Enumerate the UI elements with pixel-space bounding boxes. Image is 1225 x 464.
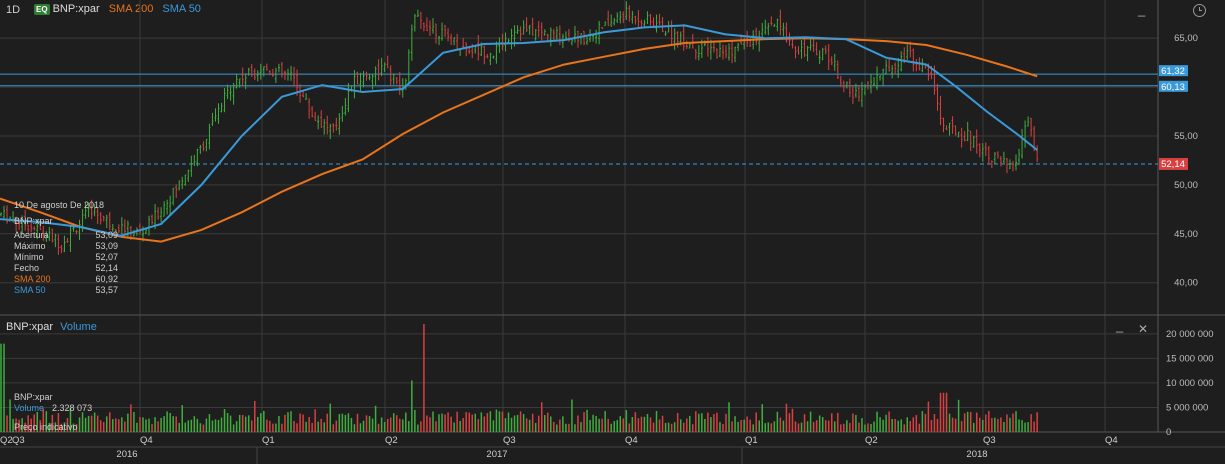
info-row-sma50: SMA 50 53,57: [14, 285, 118, 295]
volume-tick-label: 20 000 000: [1166, 329, 1214, 340]
quarter-label: Q3: [12, 435, 25, 446]
price-info-panel: 10 De agosto De 2018 BNP:xpar Abertura 53…: [14, 200, 118, 296]
sma50-label[interactable]: SMA 50: [162, 3, 201, 15]
hline-badge-upper: 61,32: [1161, 66, 1185, 77]
price-tick-label: 45,00: [1174, 229, 1198, 240]
sma-lines: [0, 24, 1038, 243]
quarter-label: Q2: [385, 435, 398, 446]
quarter-label: Q2: [0, 435, 13, 446]
hline-badge-upper-bg: [1159, 65, 1188, 77]
last-price-badge-bg: [1159, 157, 1188, 170]
info-row-sma200: SMA 200 60,92: [14, 274, 118, 284]
quarter-label: Q4: [625, 435, 638, 446]
minimize-price-button[interactable]: _: [1138, 2, 1146, 17]
volume-tick-label: 10 000 000: [1166, 378, 1214, 389]
price-tick-label: 55,00: [1174, 131, 1198, 142]
interval-label[interactable]: 1D: [6, 4, 21, 16]
price-tick-label: 40,00: [1174, 278, 1198, 289]
volume-info-symbol: BNP:xpar: [14, 392, 53, 402]
clock-icon[interactable]: [1193, 4, 1206, 17]
info-row-open: Abertura 53,09: [14, 230, 118, 240]
quarter-label: Q3: [503, 435, 516, 446]
symbol-header: EQ BNP:xpar SMA 200 SMA 50: [34, 3, 201, 15]
quarter-label: Q2: [865, 435, 878, 446]
last-price-badge: 52,14: [1161, 159, 1185, 170]
volume-symbol: BNP:xpar: [6, 321, 54, 333]
sma50-line: [0, 24, 1038, 237]
hline-badge-lower-bg: [1159, 80, 1188, 92]
info-row-close: Fecho 52,14: [14, 263, 118, 273]
volume-tick-label: 15 000 000: [1166, 353, 1214, 364]
quarter-label: Q1: [262, 435, 275, 446]
sma200-label[interactable]: SMA 200: [108, 3, 154, 15]
year-label: 2017: [486, 449, 507, 460]
volume-title[interactable]: Volume: [60, 321, 97, 333]
hline-badge-lower: 60,13: [1161, 82, 1185, 93]
year-label: 2018: [966, 449, 987, 460]
volume-tick-label: 5 000 000: [1166, 402, 1208, 413]
horizontal-lines: [0, 73, 1158, 165]
quarter-label: Q4: [140, 435, 153, 446]
info-row-low: Mínimo 52,07: [14, 252, 118, 262]
candles: [0, 1, 1039, 255]
sma200-line: [0, 37, 1038, 243]
year-label: 2016: [116, 449, 137, 460]
symbol-label: BNP:xpar: [52, 3, 100, 15]
close-volume-button[interactable]: ✕: [1138, 322, 1149, 336]
volume-bars: [0, 324, 1038, 432]
price-tick-label: 50,00: [1174, 180, 1198, 191]
axes: 40,00 45,00 50,00 55,00 65,00 0 5 000 000 10 00…: [0, 33, 1214, 464]
quarter-label: Q1: [745, 435, 758, 446]
volume-header: BNP:xpar Volume: [6, 321, 97, 333]
quarter-label: Q3: [983, 435, 996, 446]
info-row-high: Máximo 53,09: [14, 241, 118, 251]
minimize-volume-button[interactable]: _: [1116, 318, 1124, 333]
volume-info-row: Volume 2.328 073: [14, 403, 93, 413]
price-tick-label: 65,00: [1174, 33, 1198, 44]
info-date: 10 De agosto De 2018: [14, 200, 105, 210]
volume-tick-label: 0: [1166, 427, 1171, 438]
indicative-price-label: Preço indicativo: [14, 422, 78, 432]
grid: [0, 0, 1225, 448]
eq-badge: EQ: [34, 3, 50, 15]
info-symbol: BNP:xpar: [14, 216, 53, 226]
volume-info-panel: BNP:xpar Volume 2.328 073: [14, 392, 92, 414]
quarter-label: Q4: [1105, 435, 1118, 446]
